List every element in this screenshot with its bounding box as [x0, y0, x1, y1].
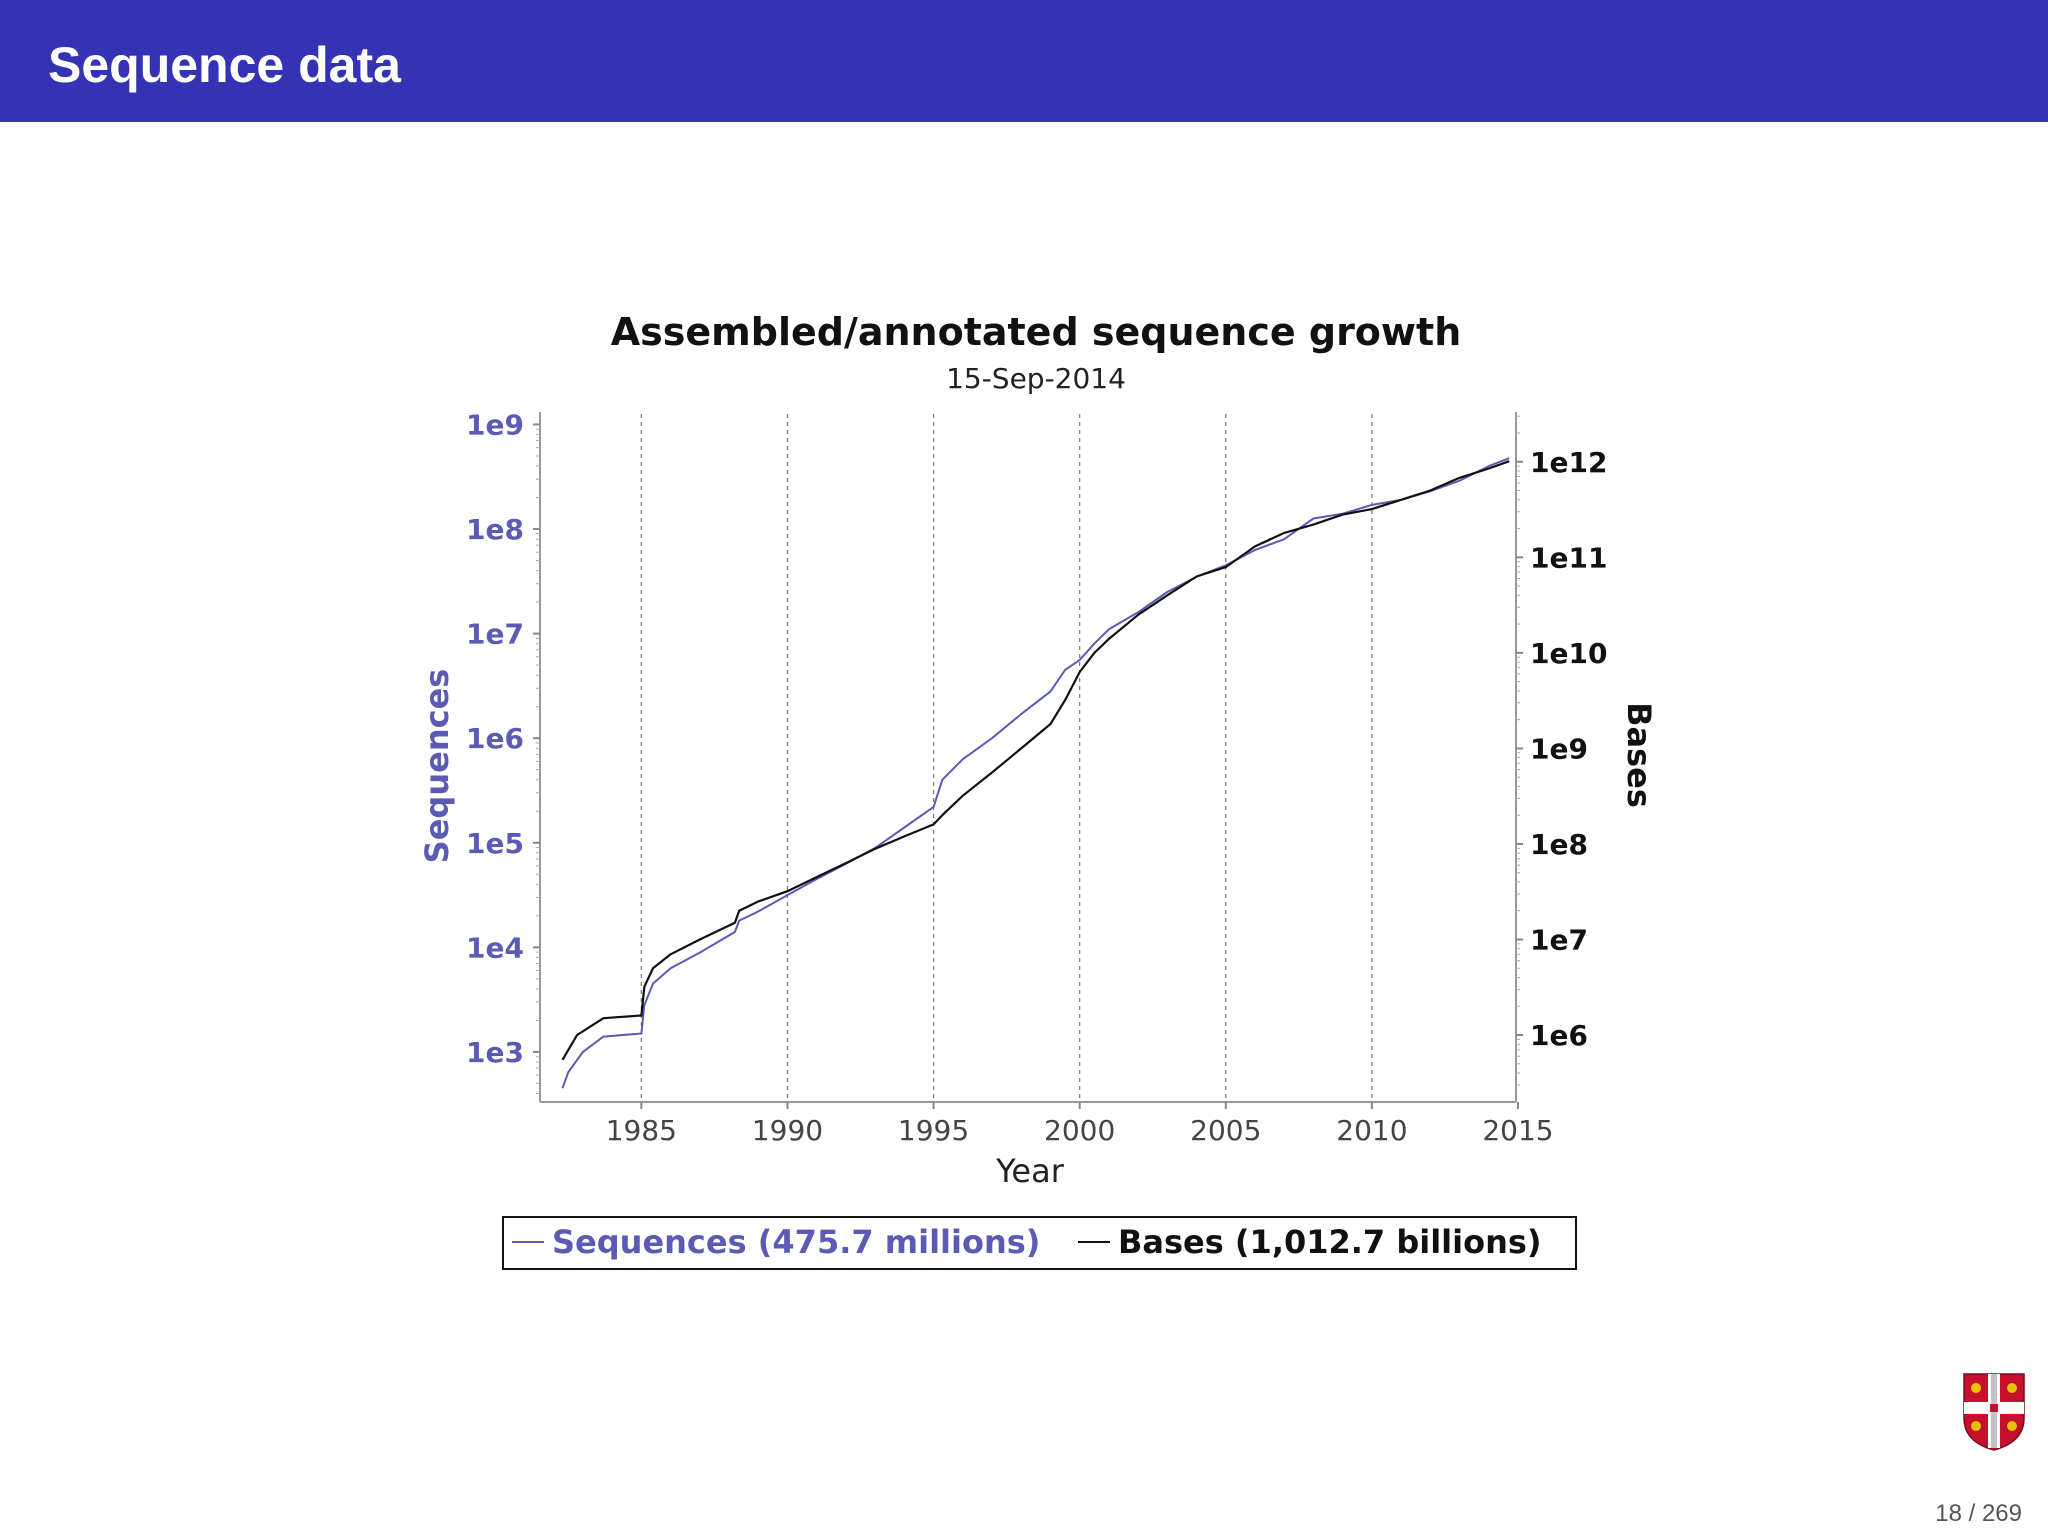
x-tick-label: 1990 [752, 1114, 823, 1147]
left-axis-label: Sequences [418, 669, 456, 864]
right-tick-label: 1e6 [1530, 1019, 1588, 1052]
x-tick-label: 2015 [1482, 1114, 1553, 1147]
x-tick-label: 1995 [898, 1114, 969, 1147]
slide-title: Sequence data [48, 37, 401, 93]
slide-header [0, 0, 2048, 122]
legend-label-bases: Bases (1,012.7 billions) [1118, 1223, 1542, 1261]
right-tick-label: 1e10 [1530, 637, 1607, 670]
page-number: 18 / 269 [1935, 1500, 2022, 1527]
x-tick-label: 1985 [606, 1114, 677, 1147]
left-tick-label: 1e8 [466, 513, 524, 546]
legend-label-sequences: Sequences (475.7 millions) [552, 1223, 1040, 1261]
left-tick-label: 1e5 [466, 827, 524, 860]
left-tick-label: 1e3 [466, 1036, 524, 1069]
chart-title: Assembled/annotated sequence growth [611, 310, 1462, 354]
left-tick-label: 1e6 [466, 722, 524, 755]
x-tick-label: 2005 [1190, 1114, 1261, 1147]
legend-box [502, 1216, 1577, 1270]
right-tick-label: 1e9 [1530, 732, 1588, 765]
right-axis-label: Bases [1620, 702, 1658, 808]
right-tick-label: 1e11 [1530, 541, 1607, 574]
sequences-series-line [561, 457, 1510, 1089]
x-tick-label: 2010 [1336, 1114, 1407, 1147]
left-tick-label: 1e4 [466, 931, 524, 964]
chart-subtitle: 15-Sep-2014 [946, 362, 1126, 395]
right-tick-label: 1e12 [1530, 446, 1607, 479]
x-tick-label: 2000 [1044, 1114, 1115, 1147]
right-tick-label: 1e7 [1530, 923, 1588, 956]
x-axis-label: Year [995, 1152, 1065, 1190]
right-tick-label: 1e8 [1530, 828, 1588, 861]
university-crest-icon [1963, 1373, 2025, 1451]
left-tick-label: 1e9 [466, 408, 524, 441]
left-tick-label: 1e7 [466, 618, 524, 651]
bases-series-line [561, 460, 1510, 1061]
